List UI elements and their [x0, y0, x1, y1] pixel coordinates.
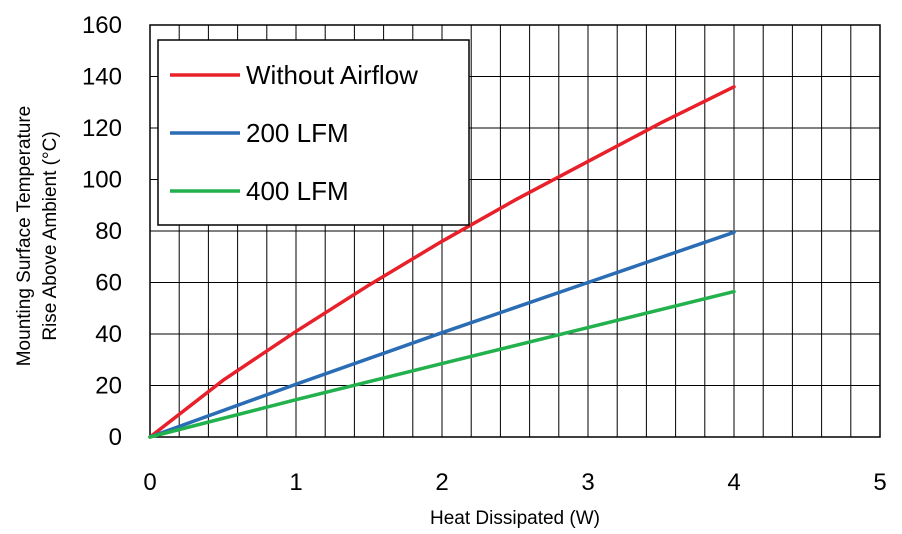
y-axis-title-line2: Rise Above Ambient (°C): [40, 131, 61, 340]
legend: Without Airflow 200 LFM 400 LFM: [157, 39, 470, 226]
legend-label-200-lfm: 200 LFM: [246, 118, 349, 148]
plot-area-border: [149, 24, 881, 438]
x-tick-label: 5: [873, 469, 886, 496]
plot-frame: [149, 24, 881, 438]
y-tick-label: 0: [109, 424, 122, 451]
series-line-200-lfm: [148, 230, 736, 439]
y-tick-labels: 0 20 40 60 80 100 120 140 160: [82, 12, 122, 451]
y-tick-label: 60: [95, 270, 122, 297]
x-tick-label: 3: [581, 469, 594, 496]
y-tick-label: 20: [95, 373, 122, 400]
y-tick-label: 100: [82, 167, 122, 194]
x-tick-label: 2: [435, 469, 448, 496]
series-group: [148, 85, 736, 439]
y-tick-label: 40: [95, 321, 122, 348]
x-tick-label: 4: [727, 469, 740, 496]
x-tick-label: 1: [289, 469, 302, 496]
legend-box: [157, 39, 470, 226]
legend-label-400-lfm: 400 LFM: [246, 176, 349, 206]
legend-label-without-airflow: Without Airflow: [246, 60, 418, 90]
x-axis-title: Heat Dissipated (W): [430, 508, 600, 529]
x-tick-labels: 0 1 2 3 4 5: [143, 469, 886, 496]
y-tick-label: 160: [82, 12, 122, 39]
series-line-400-lfm: [148, 289, 736, 439]
y-tick-label: 120: [82, 115, 122, 142]
x-tick-label: 0: [143, 469, 156, 496]
y-tick-label: 80: [95, 218, 122, 245]
y-tick-label: 140: [82, 64, 122, 91]
series-line-without-airflow: [148, 85, 736, 439]
y-axis-title-line1: Mounting Surface Temperature: [14, 106, 35, 367]
